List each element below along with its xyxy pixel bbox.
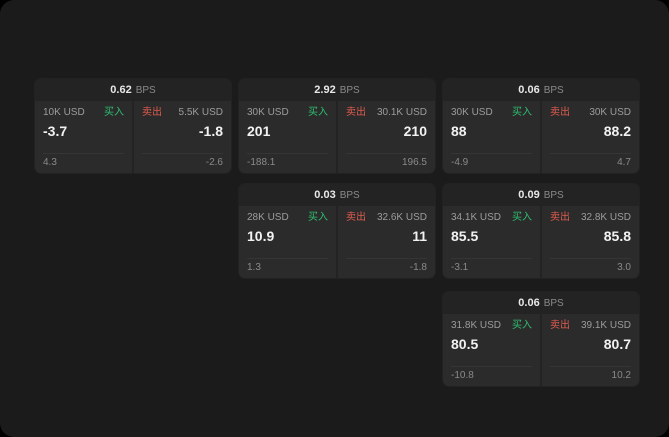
sell-price: 210 (403, 123, 427, 139)
spread-value: 0.03 (314, 189, 336, 201)
bps-label: BPS (543, 189, 564, 201)
sell-amount: 5.5K USD (178, 107, 223, 118)
sell-label: 卖出 (550, 212, 570, 223)
sell-label: 卖出 (550, 107, 570, 118)
buy-amount: 28K USD (247, 212, 289, 223)
bps-label: BPS (135, 84, 156, 96)
buy-panel[interactable]: 34.1K USD 买入 85.5 -3.1 (443, 206, 540, 278)
buy-label: 买入 (308, 212, 328, 223)
spread-value: 0.06 (518, 297, 540, 309)
sell-amount: 32.6K USD (376, 212, 427, 223)
buy-amount: 31.8K USD (451, 320, 502, 331)
buy-price: 85.5 (451, 228, 479, 244)
buy-delta: -3.1 (451, 258, 532, 274)
quote-card-1: 0.62 BPS 10K USD 买入 -3.7 4.3 卖出 5.5K USD… (35, 79, 231, 173)
quote-card-2: 2.92 BPS 30K USD 买入 201 -188.1 卖出 30.1K … (239, 79, 435, 173)
sell-panel[interactable]: 卖出 32.6K USD 11 -1.8 (338, 206, 435, 278)
sell-label: 卖出 (142, 107, 162, 118)
buy-panel[interactable]: 30K USD 买入 88 -4.9 (443, 101, 540, 173)
buy-panel[interactable]: 31.8K USD 买入 80.5 -10.8 (443, 314, 540, 386)
buy-panel[interactable]: 30K USD 买入 201 -188.1 (239, 101, 336, 173)
buy-amount: 30K USD (247, 107, 289, 118)
buy-label: 买入 (308, 107, 328, 118)
sell-delta: 3.0 (550, 258, 631, 274)
sell-delta: -1.8 (346, 258, 427, 274)
buy-price: 10.9 (247, 228, 275, 244)
sell-panel[interactable]: 卖出 39.1K USD 80.7 10.2 (542, 314, 639, 386)
spread-value: 0.09 (518, 189, 540, 201)
quote-card-3: 0.06 BPS 30K USD 买入 88 -4.9 卖出 30K USD 8… (443, 79, 639, 173)
bps-label: BPS (543, 297, 564, 309)
quote-card-6: 0.06 BPS 31.8K USD 买入 80.5 -10.8 卖出 39.1… (443, 292, 639, 386)
sell-panel[interactable]: 卖出 5.5K USD -1.8 -2.6 (134, 101, 231, 173)
sell-price: 85.8 (603, 228, 631, 244)
spread-value: 0.62 (110, 84, 132, 96)
sell-delta: -2.6 (142, 153, 223, 169)
buy-panel[interactable]: 10K USD 买入 -3.7 4.3 (35, 101, 132, 173)
sell-delta: 196.5 (346, 153, 427, 169)
buy-panel[interactable]: 28K USD 买入 10.9 1.3 (239, 206, 336, 278)
buy-label: 买入 (104, 107, 124, 118)
buy-delta: -4.9 (451, 153, 532, 169)
buy-price: -3.7 (43, 123, 68, 139)
sell-amount: 30.1K USD (376, 107, 427, 118)
sell-amount: 32.8K USD (580, 212, 631, 223)
spread-header: 0.03 BPS (239, 184, 435, 206)
buy-label: 买入 (512, 320, 532, 331)
buy-delta: -188.1 (247, 153, 328, 169)
quote-card-5: 0.09 BPS 34.1K USD 买入 85.5 -3.1 卖出 32.8K… (443, 184, 639, 278)
sell-panel[interactable]: 卖出 32.8K USD 85.8 3.0 (542, 206, 639, 278)
sell-delta: 4.7 (550, 153, 631, 169)
bps-label: BPS (543, 84, 564, 96)
sell-price: -1.8 (198, 123, 223, 139)
sell-panel[interactable]: 卖出 30.1K USD 210 196.5 (338, 101, 435, 173)
sell-panel[interactable]: 卖出 30K USD 88.2 4.7 (542, 101, 639, 173)
spread-header: 2.92 BPS (239, 79, 435, 101)
bps-label: BPS (339, 84, 360, 96)
buy-amount: 10K USD (43, 107, 85, 118)
sell-amount: 39.1K USD (580, 320, 631, 331)
buy-price: 201 (247, 123, 271, 139)
buy-price: 88 (451, 123, 467, 139)
spread-header: 0.62 BPS (35, 79, 231, 101)
sell-price: 88.2 (603, 123, 631, 139)
sell-price: 11 (412, 228, 427, 244)
buy-delta: -10.8 (451, 366, 532, 382)
sell-amount: 30K USD (589, 107, 631, 118)
spread-header: 0.06 BPS (443, 292, 639, 314)
quote-card-4: 0.03 BPS 28K USD 买入 10.9 1.3 卖出 32.6K US… (239, 184, 435, 278)
buy-delta: 1.3 (247, 258, 328, 274)
sell-label: 卖出 (550, 320, 570, 331)
buy-label: 买入 (512, 107, 532, 118)
buy-label: 买入 (512, 212, 532, 223)
buy-amount: 34.1K USD (451, 212, 502, 223)
sell-label: 卖出 (346, 107, 366, 118)
spread-header: 0.06 BPS (443, 79, 639, 101)
sell-delta: 10.2 (550, 366, 631, 382)
buy-amount: 30K USD (451, 107, 493, 118)
spread-value: 0.06 (518, 84, 540, 96)
buy-delta: 4.3 (43, 153, 124, 169)
bps-label: BPS (339, 189, 360, 201)
sell-price: 80.7 (603, 336, 631, 352)
spread-header: 0.09 BPS (443, 184, 639, 206)
spread-value: 2.92 (314, 84, 336, 96)
buy-price: 80.5 (451, 336, 479, 352)
sell-label: 卖出 (346, 212, 366, 223)
